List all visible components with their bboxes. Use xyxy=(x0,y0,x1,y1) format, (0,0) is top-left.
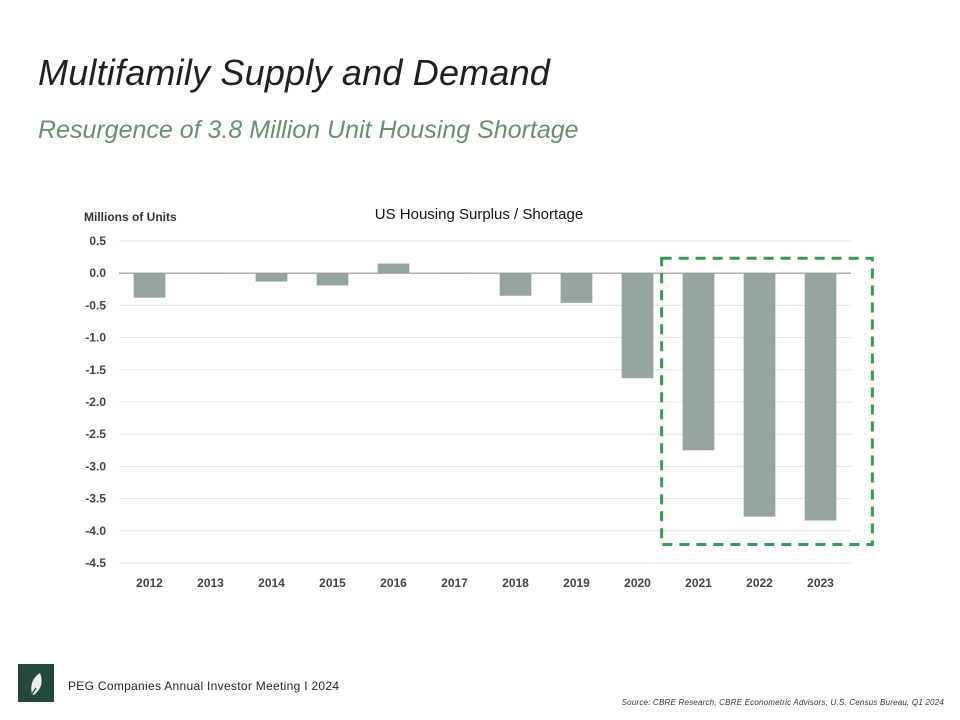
bar-2023 xyxy=(804,273,837,521)
y-tick-label: -1.0 xyxy=(85,331,106,345)
y-tick-label: -1.5 xyxy=(85,363,106,377)
x-tick-label-2015: 2015 xyxy=(319,576,346,590)
bar-2022 xyxy=(743,273,776,517)
bars xyxy=(133,263,837,521)
x-tick-label-2017: 2017 xyxy=(441,576,468,590)
y-tick-label: -3.0 xyxy=(85,459,106,473)
grid-lines xyxy=(119,240,851,564)
bar-2016 xyxy=(377,263,410,274)
y-tick-label: -4.0 xyxy=(85,524,106,538)
bar-2019 xyxy=(560,273,593,303)
source-text: Source: CBRE Research, CBRE Econometric … xyxy=(621,698,944,707)
y-tick-label: 0.0 xyxy=(89,266,106,280)
x-tick-label-2022: 2022 xyxy=(746,576,773,590)
y-tick-label: -0.5 xyxy=(85,298,106,312)
x-tick-label-2013: 2013 xyxy=(197,576,224,590)
bar-2015 xyxy=(316,273,349,286)
x-tick-label-2018: 2018 xyxy=(502,576,529,590)
x-tick-label-2014: 2014 xyxy=(258,576,285,590)
slide-title: Multifamily Supply and Demand xyxy=(38,52,551,93)
bar-2020 xyxy=(621,273,654,379)
y-tick-labels: 0.5 0.0 -0.5 -1.0 -1.5 -2.0 -2.5 -3.0 -3.5 -4.0 -4… xyxy=(85,234,106,570)
slide-subtitle: Resurgence of 3.8 Million Unit Housing S… xyxy=(38,116,579,144)
leaf-logo-icon xyxy=(18,664,54,702)
x-tick-label-2021: 2021 xyxy=(685,576,712,590)
chart-title: US Housing Surplus / Shortage xyxy=(375,206,583,223)
x-tick-label-2016: 2016 xyxy=(380,576,407,590)
y-tick-label: 0.5 xyxy=(89,234,106,248)
highlight-box xyxy=(660,256,874,546)
x-tick-labels: 2012 2013 2014 2015 2016 2017 2018 2019 2020 2021… xyxy=(136,576,834,590)
x-tick-label-2020: 2020 xyxy=(624,576,651,590)
footer-meeting-text: PEG Companies Annual Investor Meeting I … xyxy=(68,679,340,693)
bar-2021 xyxy=(682,273,715,451)
bar-2018 xyxy=(499,273,532,296)
y-tick-label: -3.5 xyxy=(85,492,106,506)
bar-2012 xyxy=(133,273,166,298)
x-tick-label-2019: 2019 xyxy=(563,576,590,590)
y-tick-label: -2.0 xyxy=(85,395,106,409)
y-tick-label: -2.5 xyxy=(85,427,106,441)
x-tick-label-2012: 2012 xyxy=(136,576,163,590)
y-tick-label: -4.5 xyxy=(85,556,106,570)
bar-2014 xyxy=(255,273,288,282)
y-axis-label: Millions of Units xyxy=(84,210,177,224)
x-tick-label-2023: 2023 xyxy=(807,576,834,590)
